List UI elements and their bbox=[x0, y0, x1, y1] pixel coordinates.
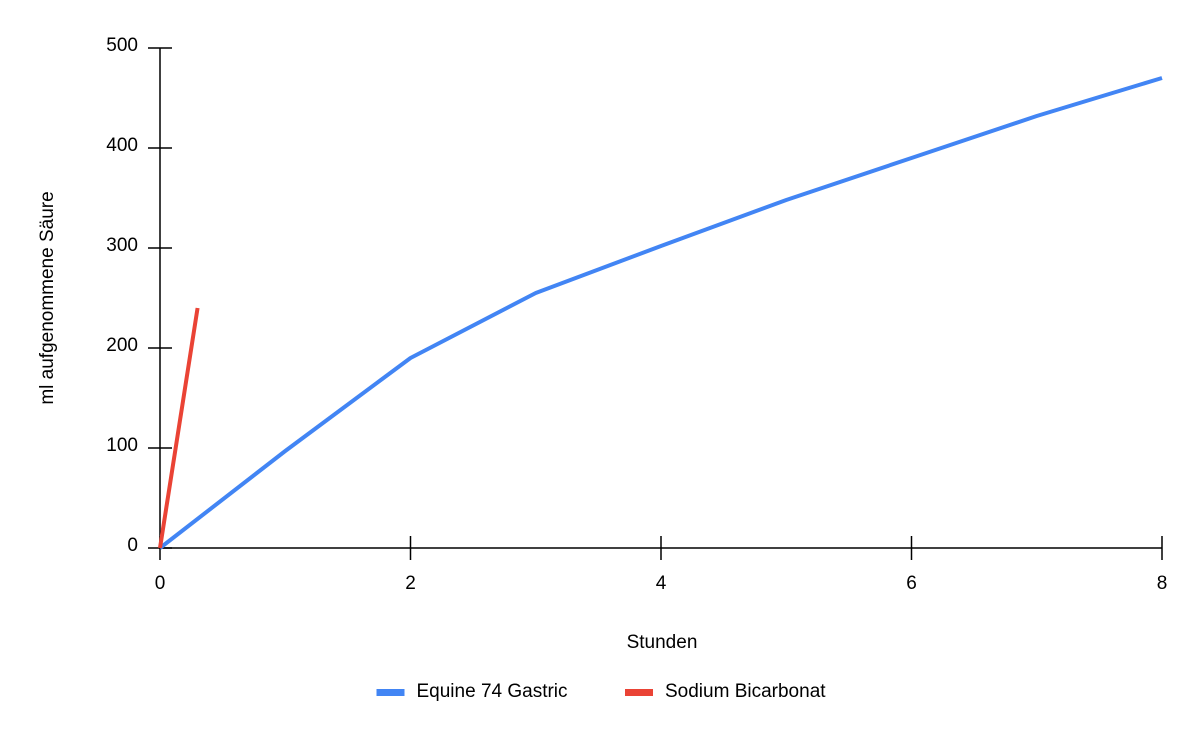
y-axis-title: ml aufgenommene Säure bbox=[37, 191, 58, 404]
y-tick-label: 100 bbox=[106, 435, 138, 456]
legend-swatch bbox=[376, 689, 405, 696]
legend-label: Sodium Bicarbonat bbox=[665, 681, 826, 702]
series-line bbox=[158, 307, 200, 549]
x-tick-label: 8 bbox=[1157, 573, 1168, 594]
y-tick-label: 500 bbox=[106, 35, 138, 56]
y-tick-label: 300 bbox=[106, 235, 138, 256]
x-tick-label: 0 bbox=[155, 573, 166, 594]
legend-label: Equine 74 Gastric bbox=[417, 681, 568, 702]
series-line bbox=[158, 76, 1163, 550]
x-tick-label: 2 bbox=[405, 573, 416, 594]
y-tick-label: 0 bbox=[127, 535, 138, 556]
legend-swatch bbox=[625, 689, 653, 696]
x-tick-label: 4 bbox=[656, 573, 667, 594]
y-tick-label: 400 bbox=[106, 135, 138, 156]
x-axis-title: Stunden bbox=[627, 632, 698, 653]
y-tick-label: 200 bbox=[106, 335, 138, 356]
x-tick-label: 6 bbox=[906, 573, 917, 594]
